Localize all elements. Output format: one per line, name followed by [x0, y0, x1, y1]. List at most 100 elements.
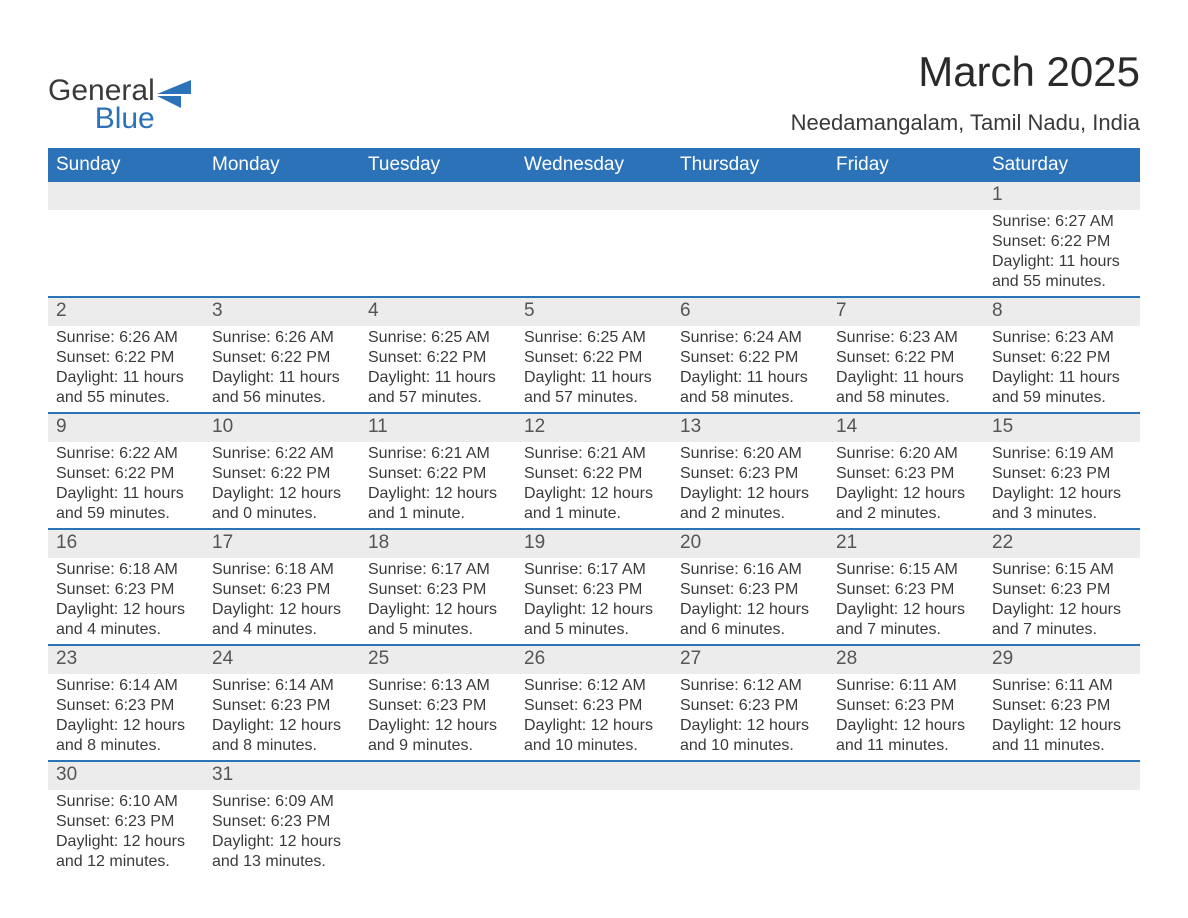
sunset-text: Sunset: 6:23 PM [212, 812, 352, 832]
sunrise-text: Sunrise: 6:12 AM [680, 676, 820, 696]
daylight-text: Daylight: 11 hours [836, 368, 976, 388]
sunset-text: Sunset: 6:22 PM [524, 348, 664, 368]
day-number: 20 [680, 532, 701, 553]
day-detail-cell: Sunrise: 6:18 AMSunset: 6:23 PMDaylight:… [204, 558, 360, 645]
sunset-text: Sunset: 6:23 PM [56, 696, 196, 716]
day-number-cell: 23 [48, 645, 204, 674]
sunset-text: Sunset: 6:22 PM [368, 348, 508, 368]
daylight-text: and 2 minutes. [836, 504, 976, 524]
day-number-cell: 7 [828, 297, 984, 326]
sunset-text: Sunset: 6:22 PM [680, 348, 820, 368]
day-detail-cell: Sunrise: 6:22 AMSunset: 6:22 PMDaylight:… [48, 442, 204, 529]
daylight-text: Daylight: 11 hours [212, 368, 352, 388]
day-header-row: Sunday Monday Tuesday Wednesday Thursday… [48, 148, 1140, 182]
day-detail-cell: Sunrise: 6:13 AMSunset: 6:23 PMDaylight:… [360, 674, 516, 761]
daylight-text: Daylight: 12 hours [56, 832, 196, 852]
brand-mark-icon [157, 80, 191, 108]
day-number: 12 [524, 416, 545, 437]
day-header: Thursday [672, 148, 828, 182]
sunset-text: Sunset: 6:22 PM [992, 232, 1132, 252]
sunrise-text: Sunrise: 6:15 AM [836, 560, 976, 580]
day-detail-cell: Sunrise: 6:14 AMSunset: 6:23 PMDaylight:… [48, 674, 204, 761]
day-detail-cell: Sunrise: 6:15 AMSunset: 6:23 PMDaylight:… [984, 558, 1140, 645]
sunrise-text: Sunrise: 6:15 AM [992, 560, 1132, 580]
day-detail-cell [48, 210, 204, 297]
daylight-text: Daylight: 12 hours [56, 600, 196, 620]
day-detail-cell [516, 210, 672, 297]
day-number: 15 [992, 416, 1013, 437]
day-detail-cell: Sunrise: 6:11 AMSunset: 6:23 PMDaylight:… [984, 674, 1140, 761]
day-detail-cell: Sunrise: 6:09 AMSunset: 6:23 PMDaylight:… [204, 790, 360, 876]
day-number-cell: 27 [672, 645, 828, 674]
sunset-text: Sunset: 6:23 PM [212, 696, 352, 716]
sunrise-text: Sunrise: 6:26 AM [212, 328, 352, 348]
day-number: 4 [368, 300, 379, 321]
daylight-text: Daylight: 11 hours [992, 252, 1132, 272]
day-detail-cell [672, 210, 828, 297]
sunset-text: Sunset: 6:23 PM [836, 464, 976, 484]
day-number-cell [360, 182, 516, 210]
day-number-cell: 3 [204, 297, 360, 326]
day-header: Sunday [48, 148, 204, 182]
day-detail-cell: Sunrise: 6:21 AMSunset: 6:22 PMDaylight:… [360, 442, 516, 529]
day-number-cell: 20 [672, 529, 828, 558]
daylight-text: Daylight: 12 hours [212, 716, 352, 736]
day-number-cell: 30 [48, 761, 204, 790]
day-number: 7 [836, 300, 847, 321]
day-detail-cell [516, 790, 672, 876]
day-number: 11 [368, 416, 388, 437]
daylight-text: Daylight: 12 hours [524, 600, 664, 620]
daylight-text: Daylight: 11 hours [56, 484, 196, 504]
day-number: 3 [212, 300, 223, 321]
daylight-text: Daylight: 12 hours [212, 832, 352, 852]
day-number-cell: 28 [828, 645, 984, 674]
daylight-text: Daylight: 12 hours [524, 716, 664, 736]
daylight-text: and 10 minutes. [524, 736, 664, 756]
day-number-cell [516, 761, 672, 790]
day-detail-cell [672, 790, 828, 876]
daylight-text: Daylight: 12 hours [368, 600, 508, 620]
day-number: 13 [680, 416, 701, 437]
day-number-cell: 6 [672, 297, 828, 326]
daylight-text: Daylight: 12 hours [992, 600, 1132, 620]
sunrise-text: Sunrise: 6:22 AM [212, 444, 352, 464]
sunrise-text: Sunrise: 6:20 AM [836, 444, 976, 464]
daylight-text: and 5 minutes. [524, 620, 664, 640]
day-detail-cell: Sunrise: 6:17 AMSunset: 6:23 PMDaylight:… [516, 558, 672, 645]
daylight-text: and 57 minutes. [368, 388, 508, 408]
detail-row: Sunrise: 6:27 AMSunset: 6:22 PMDaylight:… [48, 210, 1140, 297]
day-number-cell: 14 [828, 413, 984, 442]
day-number: 9 [56, 416, 67, 437]
day-detail-cell: Sunrise: 6:12 AMSunset: 6:23 PMDaylight:… [672, 674, 828, 761]
detail-row: Sunrise: 6:14 AMSunset: 6:23 PMDaylight:… [48, 674, 1140, 761]
day-number-cell: 11 [360, 413, 516, 442]
day-number: 31 [212, 764, 233, 785]
sunrise-text: Sunrise: 6:10 AM [56, 792, 196, 812]
day-detail-cell: Sunrise: 6:11 AMSunset: 6:23 PMDaylight:… [828, 674, 984, 761]
daylight-text: Daylight: 12 hours [368, 484, 508, 504]
title-block: March 2025 Needamangalam, Tamil Nadu, In… [791, 48, 1140, 136]
day-number: 25 [368, 648, 389, 669]
day-header: Wednesday [516, 148, 672, 182]
day-header: Saturday [984, 148, 1140, 182]
sunset-text: Sunset: 6:22 PM [56, 348, 196, 368]
day-number: 14 [836, 416, 857, 437]
day-detail-cell: Sunrise: 6:20 AMSunset: 6:23 PMDaylight:… [828, 442, 984, 529]
sunset-text: Sunset: 6:23 PM [836, 696, 976, 716]
sunset-text: Sunset: 6:23 PM [680, 696, 820, 716]
day-detail-cell: Sunrise: 6:15 AMSunset: 6:23 PMDaylight:… [828, 558, 984, 645]
daylight-text: and 6 minutes. [680, 620, 820, 640]
day-number-cell: 10 [204, 413, 360, 442]
header-row: General Blue March 2025 Needamangalam, T… [48, 48, 1140, 136]
day-number-cell [828, 182, 984, 210]
sunset-text: Sunset: 6:23 PM [56, 812, 196, 832]
daylight-text: and 59 minutes. [56, 504, 196, 524]
day-detail-cell: Sunrise: 6:25 AMSunset: 6:22 PMDaylight:… [360, 326, 516, 413]
day-number-cell: 19 [516, 529, 672, 558]
daylight-text: and 2 minutes. [680, 504, 820, 524]
day-number-cell: 4 [360, 297, 516, 326]
sunset-text: Sunset: 6:23 PM [368, 696, 508, 716]
brand-name-2: Blue [48, 104, 155, 134]
day-detail-cell: Sunrise: 6:18 AMSunset: 6:23 PMDaylight:… [48, 558, 204, 645]
sunset-text: Sunset: 6:23 PM [992, 696, 1132, 716]
